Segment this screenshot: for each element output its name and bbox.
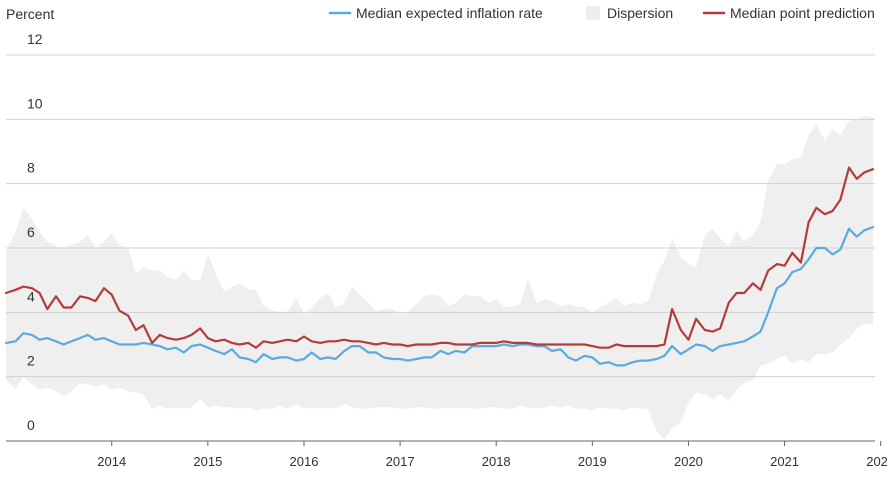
series-line-median-expected-inflation: [4, 226, 875, 367]
y-tick-label: 6: [27, 224, 35, 240]
y-tick-labels: 0 2 4 6 8 10 12: [27, 31, 43, 433]
x-tick-label: 2016: [290, 454, 319, 469]
y-tick-label: 10: [27, 95, 43, 111]
dispersion-band-layer: [6, 116, 873, 440]
legend-swatch-box: [586, 6, 600, 20]
gridlines: [6, 54, 875, 442]
series-layer: [4, 166, 875, 367]
y-axis-label: Percent: [6, 6, 54, 22]
x-tick-label: 2014: [97, 454, 126, 469]
x-tick-label: 2022: [866, 454, 887, 469]
y-tick-label: 4: [27, 288, 35, 304]
dispersion-band: [6, 116, 873, 440]
x-tick-label: 2021: [770, 454, 799, 469]
legend-label: Median expected inflation rate: [356, 5, 543, 21]
x-tick-label: 2015: [193, 454, 222, 469]
y-tick-label: 2: [27, 353, 35, 369]
x-tick-label: 2017: [386, 454, 415, 469]
legend-label: Dispersion: [607, 5, 673, 21]
x-tick-labels: 2014 2015 2016 2017 2018 2019 2020 2021 2022: [97, 441, 887, 469]
x-tick-label: 2019: [578, 454, 607, 469]
y-tick-label: 0: [27, 417, 35, 433]
x-tick-label: 2020: [674, 454, 703, 469]
series-line-median-point-prediction: [4, 166, 875, 349]
y-tick-label: 12: [27, 31, 43, 47]
x-tick-label: 2018: [482, 454, 511, 469]
y-tick-label: 8: [27, 160, 35, 176]
legend: Median expected inflation rate Dispersion…: [328, 5, 875, 21]
legend-label: Median point prediction: [730, 5, 875, 21]
